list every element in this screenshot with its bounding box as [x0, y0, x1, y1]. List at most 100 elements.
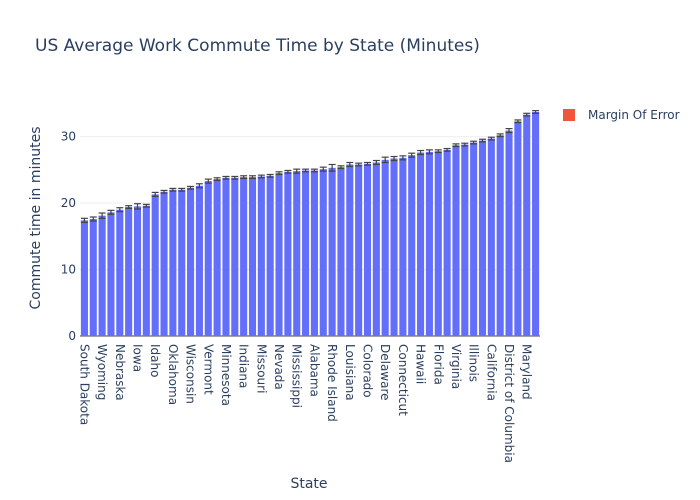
x-tick-label: Nevada — [272, 344, 286, 390]
error-bar — [160, 189, 168, 194]
x-tick-label: District of Columbia — [502, 344, 516, 463]
bar — [505, 130, 513, 336]
error-bar — [116, 207, 124, 213]
error-bar — [470, 140, 478, 145]
error-bar — [319, 166, 327, 172]
error-bar — [532, 110, 540, 114]
bar — [178, 189, 186, 336]
error-bar — [178, 187, 186, 192]
error-bar — [89, 216, 97, 222]
error-bar — [169, 187, 177, 192]
error-bar — [204, 178, 212, 184]
error-bar — [134, 203, 141, 210]
x-tick-label: California — [484, 344, 498, 401]
bar — [408, 155, 416, 336]
error-bar — [487, 136, 495, 141]
error-bar — [257, 174, 265, 179]
error-bar — [98, 212, 106, 219]
error-bar — [80, 217, 88, 223]
x-tick-label: Iowa — [131, 344, 145, 372]
bar — [355, 164, 363, 336]
error-bar — [417, 149, 425, 156]
legend-swatch — [563, 109, 575, 121]
bar — [231, 177, 239, 336]
bar — [248, 177, 257, 336]
error-bar — [390, 155, 398, 162]
x-tick-label: Minnesota — [219, 344, 233, 406]
y-axis-title: Commute time in minutes — [28, 126, 44, 309]
error-bar — [310, 168, 318, 173]
error-bar — [514, 119, 522, 124]
bar — [417, 152, 425, 336]
bar — [363, 163, 372, 336]
error-bar — [187, 185, 195, 190]
bar — [240, 177, 248, 336]
error-bar — [523, 112, 531, 117]
error-bar — [496, 133, 504, 138]
error-bar — [151, 191, 159, 197]
x-tick-label: Colorado — [361, 344, 375, 398]
legend-label: Margin Of Error — [588, 108, 680, 122]
error-bar — [275, 171, 283, 176]
x-axis-title: State — [290, 476, 327, 492]
x-tick-label: Maryland — [520, 344, 534, 400]
error-bar — [293, 168, 301, 174]
error-bar — [425, 149, 433, 155]
bar — [125, 207, 133, 336]
bar — [293, 171, 301, 336]
error-bar — [195, 183, 203, 189]
bar — [222, 177, 230, 336]
bar — [461, 144, 469, 336]
bar — [257, 176, 265, 336]
error-bar — [408, 152, 416, 158]
x-tick-label: Wisconsin — [184, 344, 198, 404]
y-tick-label: 10 — [61, 263, 76, 277]
bar — [399, 157, 407, 336]
x-tick-label: Indiana — [237, 344, 251, 388]
error-bar — [461, 142, 469, 147]
bar — [116, 209, 124, 336]
x-tick-label: Virginia — [449, 344, 463, 389]
x-tick-label: Nebraska — [113, 344, 127, 401]
bar — [80, 220, 88, 336]
y-tick-label: 0 — [68, 329, 76, 343]
error-bar — [399, 155, 407, 161]
y-tick-label: 30 — [61, 130, 76, 144]
bar — [434, 151, 442, 336]
x-tick-label: Hawaii — [414, 344, 428, 384]
bar — [151, 194, 159, 336]
bar — [133, 206, 142, 336]
bar — [372, 162, 380, 336]
chart-title: US Average Work Commute Time by State (M… — [35, 36, 480, 56]
bar — [204, 181, 212, 336]
error-bar — [213, 177, 221, 182]
bar — [337, 167, 345, 336]
error-bar — [284, 169, 292, 174]
error-bar — [107, 209, 115, 215]
bar — [487, 138, 495, 336]
bar — [266, 175, 274, 336]
bar — [346, 164, 354, 336]
error-bar — [337, 165, 345, 170]
bar — [523, 114, 531, 336]
x-tick-label: Oklahoma — [166, 344, 180, 405]
x-tick-label: Mississippi — [290, 344, 304, 408]
bar — [443, 149, 451, 336]
error-bar — [302, 168, 310, 173]
bar — [160, 191, 168, 336]
error-bar — [443, 147, 451, 152]
bar — [284, 171, 292, 336]
error-bar — [222, 175, 230, 180]
bar — [496, 135, 504, 336]
bar — [532, 111, 540, 337]
bar — [328, 167, 336, 336]
bar — [319, 169, 327, 336]
bar — [169, 189, 177, 336]
x-tick-label: Wyoming — [95, 344, 109, 400]
error-bar — [125, 205, 133, 209]
error-bar — [240, 175, 248, 180]
bar — [425, 151, 433, 336]
error-bar — [249, 175, 256, 180]
x-tick-label: Louisiana — [343, 344, 357, 401]
bar — [390, 158, 398, 336]
